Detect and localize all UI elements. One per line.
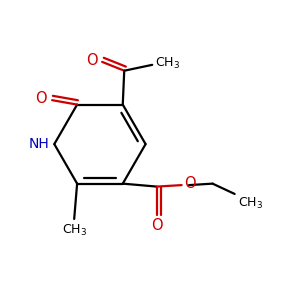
Text: CH$_3$: CH$_3$	[238, 195, 263, 211]
Text: O: O	[86, 53, 98, 68]
Text: NH: NH	[28, 137, 49, 151]
Text: O: O	[35, 91, 47, 106]
Text: O: O	[151, 218, 162, 233]
Text: CH$_3$: CH$_3$	[155, 56, 180, 71]
Text: O: O	[184, 176, 196, 191]
Text: CH$_3$: CH$_3$	[61, 223, 87, 238]
